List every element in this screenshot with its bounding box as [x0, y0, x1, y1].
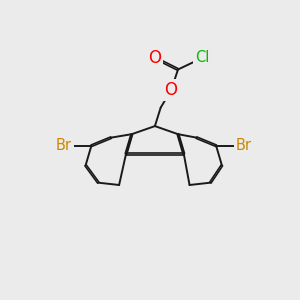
Text: Br: Br	[236, 138, 252, 153]
Text: Cl: Cl	[195, 50, 209, 65]
Text: O: O	[165, 81, 178, 99]
Text: O: O	[148, 49, 161, 67]
Text: Br: Br	[56, 138, 72, 153]
